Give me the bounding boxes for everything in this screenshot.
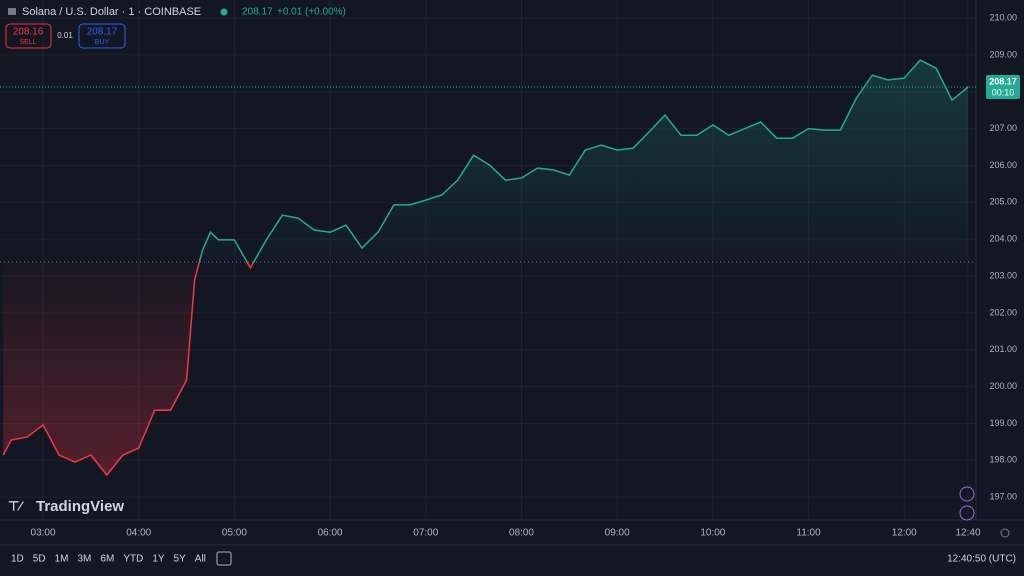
x-tick-label: 12:00 [892,528,917,539]
range-button[interactable]: All [195,554,206,565]
y-tick-label: 198.00 [989,455,1017,465]
icon-button[interactable] [959,486,975,502]
clock: 12:40:50 (UTC) [947,554,1016,565]
buy-button[interactable] [78,23,126,49]
sell-price: 208.16 [13,27,44,38]
plot [0,0,976,520]
settings-icon[interactable] [1000,528,1010,538]
range-bar: 1D 5D 1M 3M 6M YTD 1Y 5Y All [11,554,206,565]
range-button[interactable]: 1M [55,554,69,565]
sell-label: SELL [19,39,36,46]
range-button[interactable]: 1Y [152,554,165,565]
buy-label: BUY [95,39,110,46]
y-tick-label: 206.00 [989,160,1017,170]
y-tick-label: 200.00 [989,381,1017,391]
price-tag-price: 208.17 [989,76,1017,86]
area [3,60,969,475]
y-tick-label: 203.00 [989,270,1017,280]
x-tick-label: 05:00 [222,528,247,539]
x-tick-label: 08:00 [509,528,534,539]
change: +0.01 [277,7,303,18]
status-dot [220,8,228,16]
price-tag-countdown: 00:10 [992,87,1015,97]
y-tick-label: 202.00 [989,307,1017,317]
x-tick-label: 06:00 [318,528,343,539]
y-tick-label: 197.00 [989,492,1017,502]
last-price: 208.17 [242,7,273,18]
y-tick-label: 204.00 [989,234,1017,244]
menu-icon[interactable] [8,8,16,15]
range-button[interactable]: 5D [33,554,46,565]
range-button[interactable]: YTD [123,554,143,565]
x-tick-label: 09:00 [605,528,630,539]
y-tick-label: 201.00 [989,344,1017,354]
y-tick-label: 209.00 [989,49,1017,59]
x-tick-label: 11:00 [796,528,821,539]
x-tick-label: 12:40 [956,528,981,539]
spread: 0.01 [57,31,73,40]
y-tick-label: 205.00 [989,197,1017,207]
x-tick-label: 10:00 [700,528,725,539]
symbol: Solana / U.S. Dollar · 1 · COINBASE [22,6,201,18]
x-tick-label: 03:00 [31,528,56,539]
range-button[interactable]: 5Y [174,554,187,565]
brand: TradingView [36,498,124,515]
y-tick-label: 199.00 [989,418,1017,428]
y-tick-label: 207.00 [989,123,1017,133]
change-pct: (+0.00%) [305,7,346,18]
y-tick-label: 210.00 [989,12,1017,22]
range-button[interactable]: 1D [11,554,24,565]
price-tag [986,74,1020,99]
date-picker-icon[interactable] [216,551,232,566]
icon-button[interactable] [959,505,975,521]
brand-logo: ⊤⁄ [8,498,24,513]
range-button[interactable]: 3M [78,554,92,565]
buy-price: 208.17 [87,27,118,38]
range-button[interactable]: 6M [100,554,114,565]
price-line [2,59,969,477]
x-tick-label: 04:00 [126,528,151,539]
sell-button[interactable] [5,23,52,49]
x-tick-label: 07:00 [413,528,438,539]
